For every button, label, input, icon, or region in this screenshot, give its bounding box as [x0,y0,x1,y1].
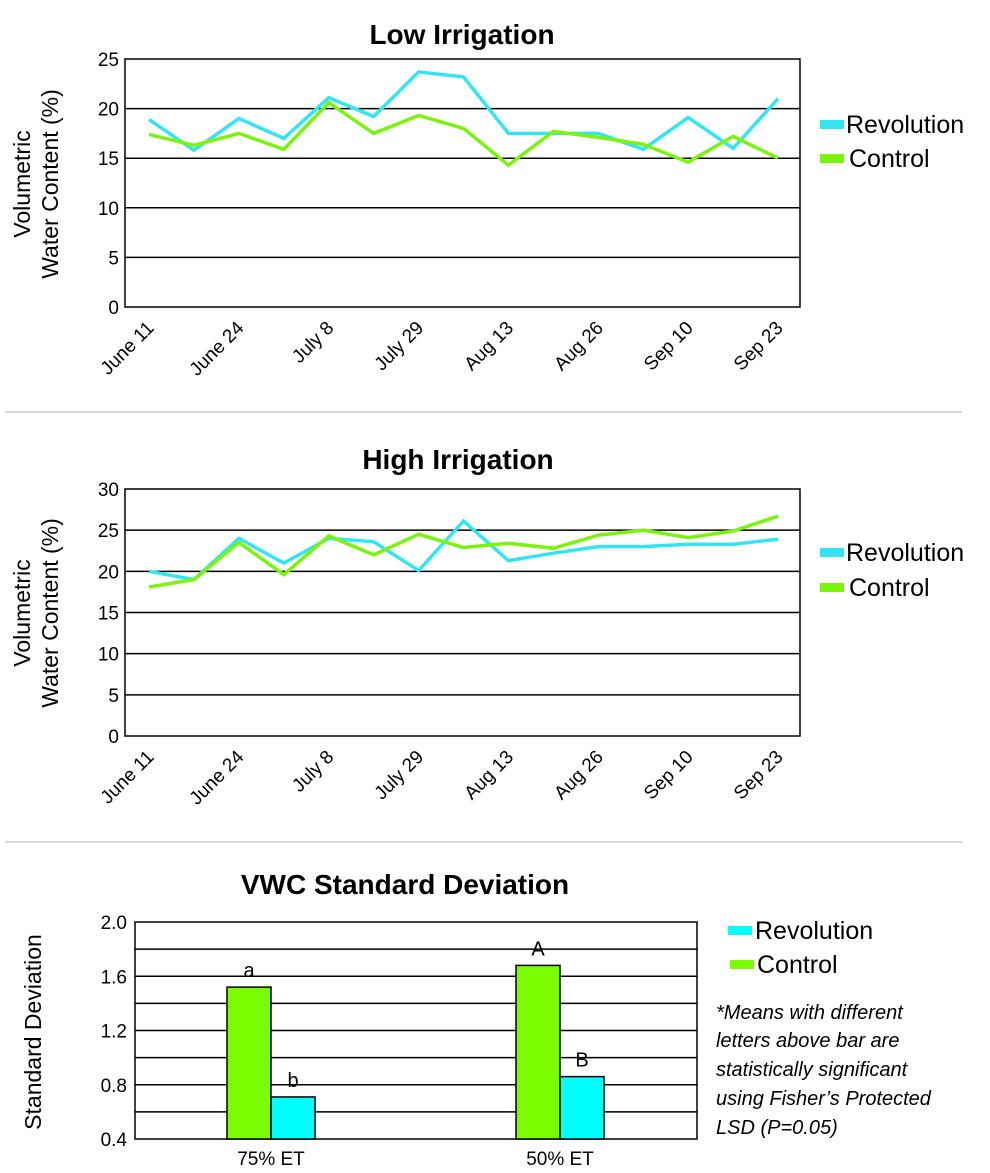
legend-label-control: Control [757,951,838,979]
y-tick-label: 0 [108,298,119,319]
chart-title: High Irrigation [362,444,553,475]
footnote-line: letters above bar are [716,1030,899,1052]
series-line-revolution [148,70,780,153]
low-irrigation-chart: Low Irrigation Volumetric Water Content … [9,19,964,380]
y-axis-label-line1: Volumetric [9,559,35,666]
plot-frame [134,921,698,1140]
legend-label-revolution: Revolution [846,539,964,567]
y-axis-label-line2: Water Content (%) [37,89,63,279]
footnote-line: statistically significant [716,1059,909,1081]
y-tick-label: 10 [98,199,119,220]
bar-control [226,986,272,1140]
high-irrigation-chart: High Irrigation Volumetric Water Content… [9,444,964,809]
legend-label-revolution: Revolution [755,917,873,945]
x-tick-label: June 11 [97,747,159,809]
plot-frame [124,488,801,737]
y-axis-label-line2: Water Content (%) [37,518,63,708]
y-tick-label: 2.0 [101,913,127,934]
y-axis-label: Volumetric Water Content (%) [9,518,63,708]
bar-revolution [270,1096,316,1140]
y-tick-label: 25 [98,50,119,71]
y-tick-label: 0.8 [101,1076,127,1097]
series-line-control [148,100,779,168]
x-tick-label: Aug 13 [461,318,518,375]
legend-swatch-control [730,960,754,969]
footnote: *Means with different letters above bar … [716,1002,932,1139]
y-axis-label: Volumetric Water Content (%) [9,89,63,279]
y-tick-label: 25 [98,521,119,542]
y-tick-label: 1.6 [101,967,127,988]
bar-control [515,964,561,1140]
y-tick-label: 15 [98,604,119,625]
legend-swatch-control [820,583,844,592]
chart-title: Low Irrigation [369,19,554,50]
significance-letter: a [243,960,255,982]
x-category-label: 50% ET [526,1149,594,1170]
legend: Revolution Control [820,111,964,173]
vwc-std-dev-chart: VWC Standard Deviation Standard Deviatio… [20,869,932,1170]
legend-label-control: Control [849,145,930,173]
series-line-control [148,514,779,589]
x-tick-label: June 24 [186,317,249,380]
x-tick-label: July 8 [288,747,338,797]
bar-revolution [559,1075,605,1140]
y-axis-label: Standard Deviation [20,934,46,1130]
x-tick-label: June 11 [97,318,159,380]
y-tick-label: 5 [108,248,119,269]
legend-swatch-revolution [728,926,752,935]
y-tick-label: 20 [98,562,119,583]
x-tick-label: July 29 [371,318,428,375]
legend-swatch-revolution [820,548,844,557]
y-tick-label: 0 [108,727,119,748]
x-category-label: 75% ET [237,1149,305,1170]
footnote-line: LSD (P=0.05) [716,1117,838,1139]
x-tick-label: July 8 [288,318,338,368]
significance-letter: A [531,938,545,960]
x-tick-label: Sep 10 [640,747,697,804]
x-tick-label: Sep 10 [640,318,697,375]
y-tick-label: 1.2 [101,1022,127,1043]
legend: Revolution Control [728,917,873,979]
significance-letter: b [287,1070,298,1092]
legend-swatch-control [820,154,844,163]
y-tick-label: 20 [98,100,119,121]
y-tick-label: 5 [108,686,119,707]
significance-letter: B [575,1050,588,1072]
y-tick-label: 0.4 [101,1130,128,1151]
plot-frame [124,58,801,308]
x-tick-label: July 29 [371,747,428,804]
series-line-revolution [148,518,779,582]
y-tick-label: 30 [98,480,119,501]
y-tick-label: 15 [98,149,119,170]
x-tick-label: Aug 26 [550,318,607,375]
x-tick-label: Aug 13 [461,747,518,804]
footnote-line: using Fisher’s Protected [716,1088,932,1110]
legend: Revolution Control [820,539,964,602]
y-axis-label-line1: Volumetric [9,130,35,237]
x-tick-label: Sep 23 [730,318,787,375]
y-tick-label: 10 [98,645,119,666]
legend-label-control: Control [849,574,930,602]
x-tick-label: Aug 26 [550,747,607,804]
footnote-line: *Means with different [716,1002,904,1024]
chart-title: VWC Standard Deviation [241,869,569,900]
x-tick-label: Sep 23 [730,747,787,804]
x-tick-label: June 24 [186,746,249,809]
legend-label-revolution: Revolution [846,111,964,139]
legend-swatch-revolution [820,120,844,129]
